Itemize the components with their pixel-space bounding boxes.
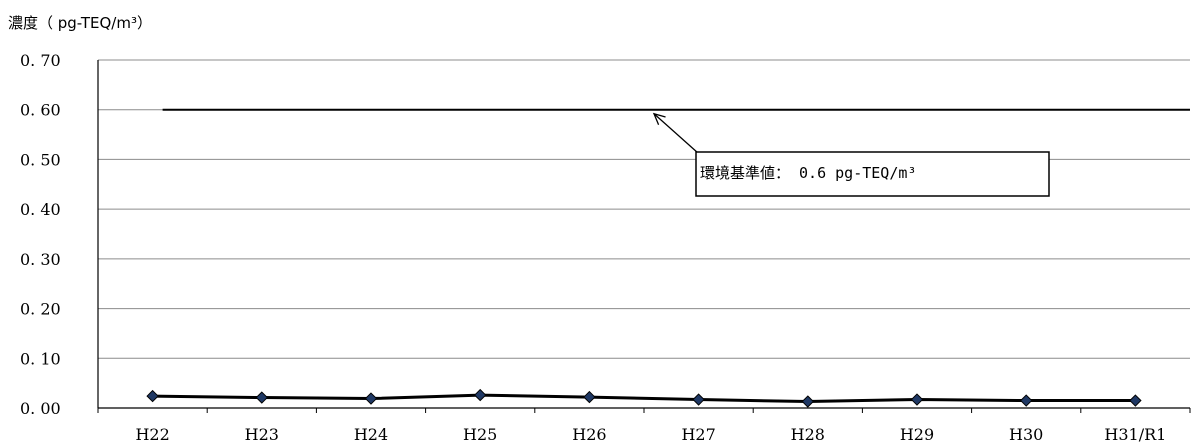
y-tick-label: 0. 50	[20, 150, 61, 169]
series-line	[152, 393, 1136, 404]
x-tick-label: H25	[463, 425, 497, 444]
data-series	[146, 388, 1142, 408]
data-point	[1019, 394, 1033, 407]
x-tick-label: H26	[572, 425, 606, 444]
data-point	[692, 393, 705, 406]
x-tick-label: H23	[245, 425, 279, 444]
y-tick-labels: 0. 00 0. 10 0. 20 0. 30 0. 40 0. 50 0. 60 0. 70	[20, 51, 61, 418]
reference-annotation: 環境基準値： 0.6 pg-TEQ/m³	[695, 151, 1050, 197]
x-tick-label: H30	[1009, 425, 1043, 444]
y-axis-label: 濃度（ pg-TEQ/m³）	[8, 14, 152, 32]
x-tick-labels: H22 H23 H24 H25 H26 H27 H28 H29 H30 H31/R1	[135, 425, 1166, 444]
x-tick-label: H24	[354, 425, 388, 444]
gridlines	[97, 59, 1191, 413]
y-tick-label: 0. 70	[20, 51, 61, 70]
data-point	[255, 391, 269, 404]
x-tick-label: H29	[900, 425, 934, 444]
x-tick-label: H22	[135, 425, 169, 444]
y-tick-label: 0. 60	[20, 101, 61, 120]
data-point	[1129, 394, 1142, 407]
annotation-label: 環境基準値： 0.6 pg-TEQ/m³	[700, 164, 916, 182]
annotation-box	[695, 151, 1050, 197]
y-tick-label: 0. 20	[20, 300, 61, 319]
y-tick-label: 0. 40	[20, 200, 61, 219]
reference-line-group	[162, 108, 1190, 154]
y-tick-label: 0. 00	[20, 399, 61, 418]
x-tick-label: H27	[681, 425, 715, 444]
data-point	[364, 392, 378, 405]
x-tick-label: H28	[791, 425, 825, 444]
annotation-arrow	[653, 113, 699, 154]
data-point	[473, 388, 487, 402]
data-point	[910, 393, 924, 406]
data-point	[801, 395, 815, 408]
data-point	[146, 389, 159, 403]
annotation-arrowhead	[652, 112, 666, 126]
data-point	[583, 390, 596, 404]
y-tick-label: 0. 30	[20, 250, 61, 269]
x-tick-label: H31/R1	[1104, 425, 1166, 444]
y-tick-label: 0. 10	[20, 349, 61, 368]
